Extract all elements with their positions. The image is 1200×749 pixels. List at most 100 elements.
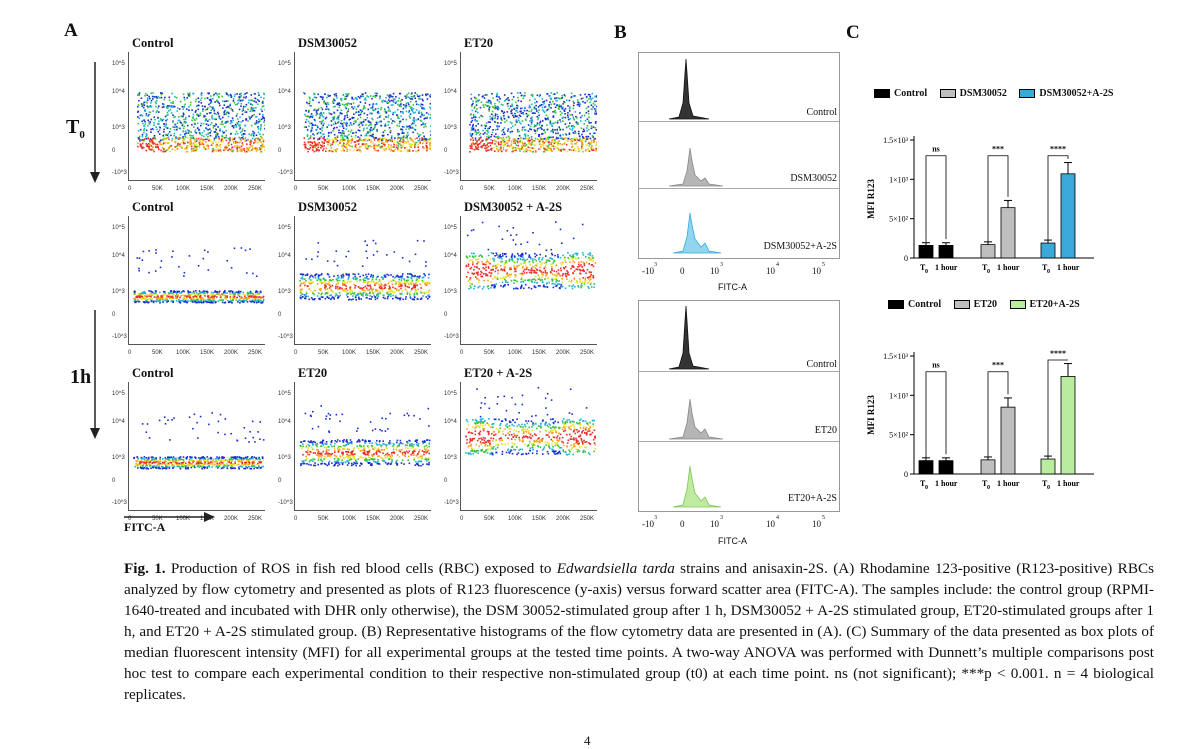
legend-bottom: Control ET20 ET20+A-2S — [888, 299, 1090, 310]
flow-x-tick: 0 — [294, 516, 297, 522]
flow-x-tick: 50K — [318, 516, 329, 522]
flow-y-tick: 10^3 — [444, 455, 457, 461]
flow-y-tick: 10^4 — [444, 89, 457, 95]
flow-density-scatter — [461, 52, 597, 180]
flow-y-tick: 10^5 — [112, 391, 125, 397]
flow-x-tick: 0 — [460, 350, 463, 356]
legend-swatch — [888, 300, 904, 309]
flow-y-tick: 10^4 — [444, 253, 457, 259]
flow-plot — [294, 52, 431, 181]
page-number: 4 — [584, 733, 591, 749]
legend-item-control: Control — [874, 88, 927, 99]
flow-y-tick: 0 — [278, 478, 281, 484]
tick: 3 — [654, 515, 657, 521]
flow-y-tick: 0 — [278, 148, 281, 154]
flow-plot — [460, 382, 597, 511]
tick: 10 — [812, 519, 821, 529]
x-tick-label-t0-sub: 0 — [925, 485, 928, 491]
flow-plot-title: Control — [132, 200, 173, 215]
x-tick-label-t0-sub: 0 — [1047, 269, 1050, 275]
flow-x-tick: 150K — [366, 516, 380, 522]
flow-density-scatter — [295, 382, 431, 510]
histogram-dsm30052-a2s-curve — [673, 213, 721, 253]
flow-density-scatter — [129, 216, 265, 344]
flow-y-tick: 0 — [444, 312, 447, 318]
flow-y-tick: 10^5 — [278, 225, 291, 231]
flow-y-tick: 0 — [112, 312, 115, 318]
legend-item-et20-a2s: ET20+A-2S — [1010, 299, 1080, 310]
flow-y-tick: -10^3 — [278, 500, 293, 506]
y-tick-label: 0 — [904, 470, 908, 479]
flow-y-tick: 10^4 — [278, 419, 291, 425]
flow-x-tick: 100K — [508, 186, 522, 192]
flow-x-tick: 0 — [294, 186, 297, 192]
flow-y-tick: 10^5 — [444, 225, 457, 231]
flow-plot-title: Control — [132, 366, 173, 381]
significance-label: ns — [932, 361, 940, 370]
histogram-label-et20: ET20 — [815, 425, 837, 436]
flow-y-tick: 10^4 — [444, 419, 457, 425]
histogram-curves-top — [639, 53, 839, 258]
caption-species: Edwardsiella tarda — [557, 560, 675, 577]
tick: 3 — [720, 262, 723, 268]
flow-x-tick: 100K — [508, 350, 522, 356]
flow-plot — [460, 52, 597, 181]
flow-x-tick: 250K — [580, 516, 594, 522]
flow-y-tick: 0 — [112, 148, 115, 154]
tick: 10 — [710, 266, 719, 276]
flow-x-tick: 50K — [318, 350, 329, 356]
flow-x-tick: 250K — [580, 350, 594, 356]
tick: 0 — [680, 266, 685, 276]
flow-y-tick: 10^5 — [278, 391, 291, 397]
tick: 10 — [710, 519, 719, 529]
flow-y-tick: 10^5 — [444, 61, 457, 67]
flow-y-tick: -10^3 — [112, 500, 127, 506]
flow-density-scatter — [461, 382, 597, 510]
flow-x-tick: 250K — [414, 186, 428, 192]
bar — [1001, 208, 1015, 258]
flow-y-tick: 10^3 — [278, 455, 291, 461]
y-tick-label: 5×10² — [889, 431, 909, 440]
flow-y-tick: -10^3 — [444, 334, 459, 340]
histogram-box-bottom: Control ET20 ET20+A-2S — [638, 300, 840, 512]
flow-y-tick: -10^3 — [112, 334, 127, 340]
flow-x-tick: 50K — [152, 350, 163, 356]
flow-x-tick: 150K — [366, 350, 380, 356]
panel-letter-a: A — [64, 20, 78, 42]
flow-y-tick: 10^5 — [112, 61, 125, 67]
flow-x-tick: 50K — [484, 186, 495, 192]
flow-plot — [128, 382, 265, 511]
bar — [981, 245, 995, 258]
flow-x-tick: 0 — [460, 516, 463, 522]
flow-x-tick: 200K — [390, 186, 404, 192]
y-tick-label: 5×10² — [889, 215, 909, 224]
flow-density-scatter — [129, 52, 265, 180]
tick: 10 — [766, 519, 775, 529]
flow-x-tick: 150K — [200, 350, 214, 356]
flow-x-tick: 150K — [366, 186, 380, 192]
flow-x-tick: 0 — [294, 350, 297, 356]
bar — [981, 460, 995, 474]
flow-plot-title: DSM30052 + A-2S — [464, 200, 562, 215]
histogram-et20-curve — [669, 399, 723, 439]
flow-x-tick: 200K — [556, 186, 570, 192]
flow-y-tick: 10^3 — [112, 125, 125, 131]
flow-x-tick: 200K — [390, 350, 404, 356]
flow-x-tick: 200K — [224, 516, 238, 522]
flow-plot-title: DSM30052 — [298, 200, 357, 215]
flow-y-tick: 10^3 — [112, 289, 125, 295]
legend-top: Control DSM30052 DSM30052+A-2S — [874, 88, 1123, 99]
flow-y-tick: -10^3 — [112, 170, 127, 176]
significance-label: **** — [1050, 145, 1066, 154]
x-right-arrow — [124, 510, 216, 524]
flow-x-tick: 100K — [342, 350, 356, 356]
flow-plot — [294, 216, 431, 345]
tick: 4 — [776, 515, 779, 521]
flow-x-tick: 50K — [484, 516, 495, 522]
flow-density-scatter — [129, 382, 265, 510]
legend-swatch — [954, 300, 970, 309]
flow-y-tick: -10^3 — [444, 170, 459, 176]
tick: 5 — [822, 262, 825, 268]
panel-letter-c: C — [846, 22, 860, 44]
